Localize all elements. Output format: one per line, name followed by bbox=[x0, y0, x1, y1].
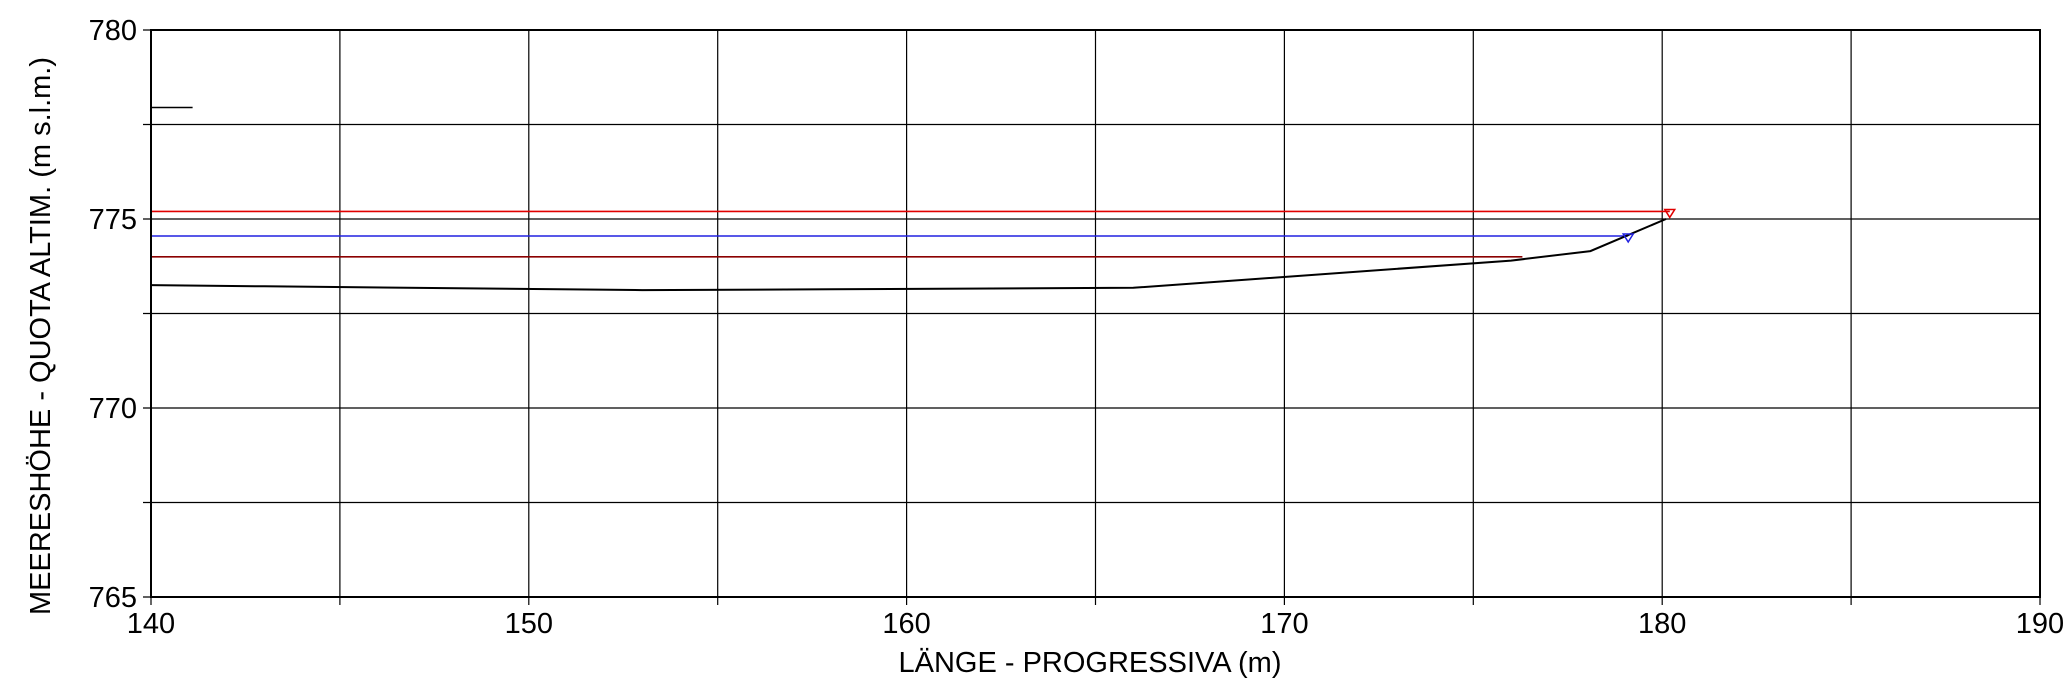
marker-layer bbox=[1621, 208, 1677, 244]
water-level-marker-blue bbox=[1621, 233, 1635, 244]
x-tick-label: 160 bbox=[882, 608, 930, 640]
y-tick-label: 775 bbox=[89, 204, 137, 236]
series-layer bbox=[150, 106, 1670, 292]
x-axis-title: LÄNGE - PROGRESSIVA (m) bbox=[899, 647, 1282, 679]
x-tick-label: 190 bbox=[2016, 608, 2064, 640]
water-level-marker-red bbox=[1663, 208, 1677, 219]
x-tick-label: 140 bbox=[127, 608, 175, 640]
x-tick-label: 180 bbox=[1638, 608, 1686, 640]
tick-layer: 140 150 160 170 180 190 765 770 775 780 bbox=[89, 15, 2065, 640]
x-tick-label: 150 bbox=[505, 608, 553, 640]
ground-profile-line bbox=[150, 218, 1667, 292]
y-axis-title: MEERESHÖHE - QUOTA ALTIM. (m s.l.m.) bbox=[25, 57, 57, 615]
y-tick-label: 780 bbox=[89, 15, 137, 47]
x-tick-label: 170 bbox=[1260, 608, 1308, 640]
plot-frame bbox=[150, 29, 2041, 598]
y-tick-label: 765 bbox=[89, 582, 137, 614]
grid-layer bbox=[143, 29, 2041, 605]
y-tick-label: 770 bbox=[89, 393, 137, 425]
